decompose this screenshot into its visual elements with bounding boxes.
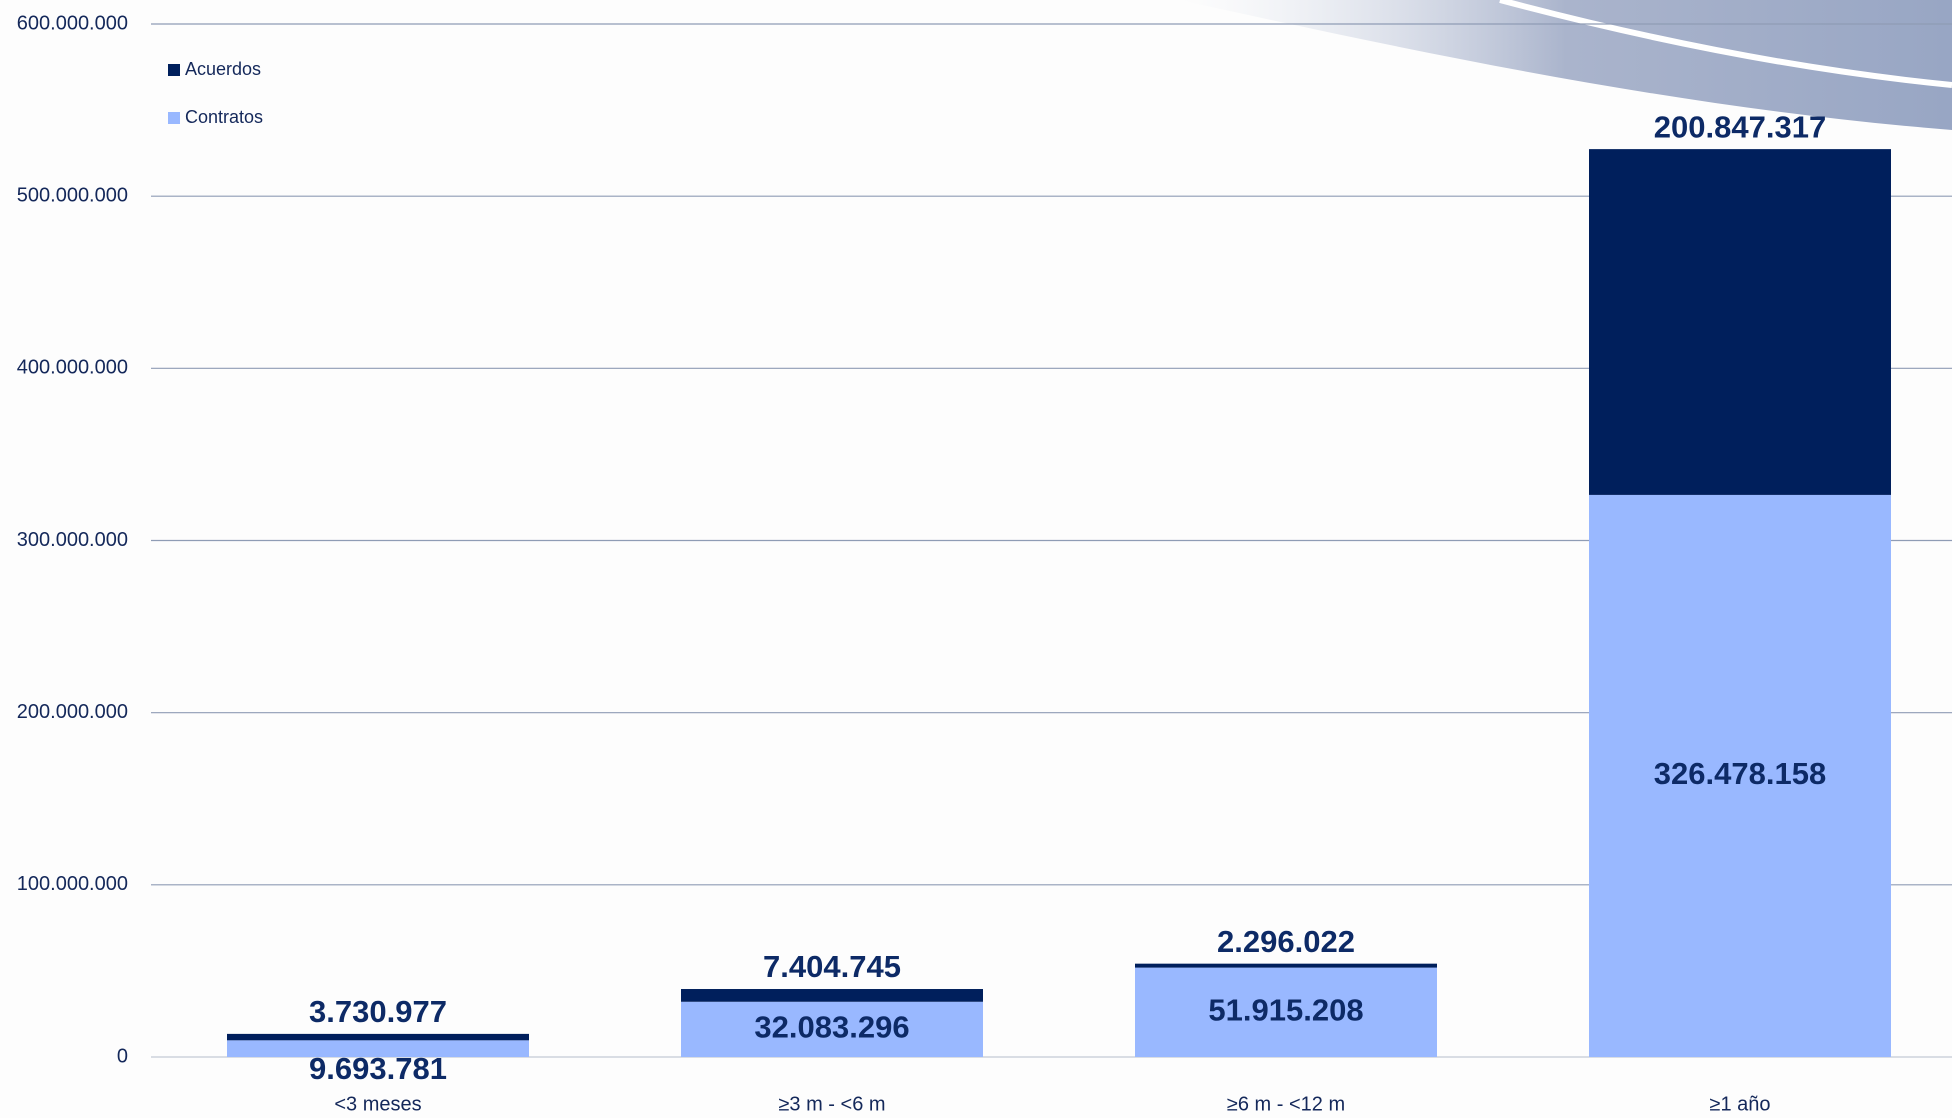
- x-tick-label: <3 meses: [334, 1093, 421, 1115]
- bar-segment: [227, 1034, 529, 1040]
- data-label: 326.478.158: [1654, 756, 1826, 791]
- bar-segment: [1589, 149, 1891, 495]
- y-tick-label: 200.000.000: [17, 701, 128, 723]
- legend-label: Contratos: [185, 107, 263, 127]
- data-label: 51.915.208: [1208, 992, 1363, 1027]
- x-tick-label: ≥6 m - <12 m: [1227, 1093, 1345, 1115]
- x-tick-label: ≥1 año: [1709, 1093, 1770, 1115]
- data-label: 2.296.022: [1217, 924, 1355, 959]
- y-tick-label: 100.000.000: [17, 873, 128, 895]
- legend-label: Acuerdos: [185, 59, 261, 79]
- bar-segment: [1135, 964, 1437, 968]
- data-label: 7.404.745: [763, 949, 901, 984]
- legend-swatch: [168, 64, 180, 76]
- chart: 0 100.000.000 200.000.000 300.000.000 400.00…: [0, 0, 1952, 1118]
- y-tick-label: 400.000.000: [17, 357, 128, 379]
- legend-swatch: [168, 112, 180, 124]
- data-label: 200.847.317: [1654, 109, 1826, 144]
- y-tick-label: 600.000.000: [17, 12, 128, 34]
- data-label: 32.083.296: [754, 1010, 909, 1045]
- data-label: 9.693.781: [309, 1051, 447, 1086]
- y-tick-label: 500.000.000: [17, 184, 128, 206]
- y-tick-label: 0: [117, 1045, 128, 1067]
- bar-segment: [681, 989, 983, 1002]
- x-tick-label: ≥3 m - <6 m: [778, 1093, 885, 1115]
- data-label: 3.730.977: [309, 994, 447, 1029]
- y-tick-label: 300.000.000: [17, 529, 128, 551]
